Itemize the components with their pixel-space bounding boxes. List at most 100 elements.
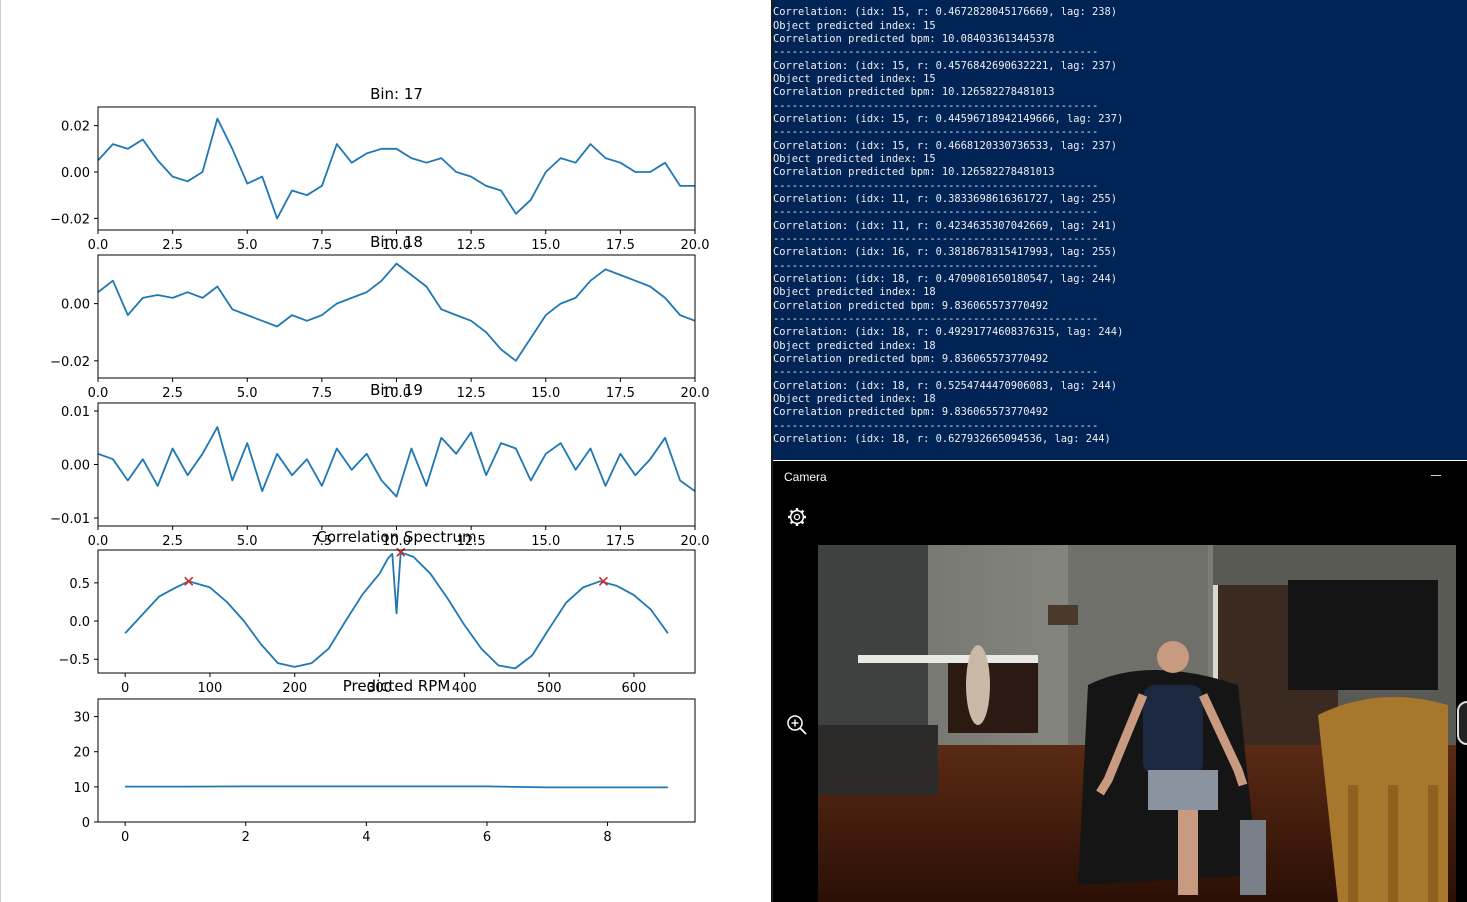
x-tick-label: 10.0 (382, 238, 411, 253)
terminal-line: Correlation predicted bpm: 10.1265822784… (773, 166, 1055, 179)
terminal-window[interactable]: ----------------------------------------… (773, 0, 1467, 460)
axes-frame (97, 549, 696, 674)
terminal-line: ----------------------------------------… (773, 0, 1123, 6)
terminal-line: Correlation predicted bpm: 10.1265822784… (773, 86, 1055, 99)
subplot-title: Bin: 18 (370, 233, 423, 251)
y-tick-label: 10 (73, 781, 90, 796)
matplotlib-figure-window: 0.0 2.5 5.0 7.5 10.0 12.5 15.0 17.5 20.0 0.02 0.00… (0, 0, 710, 902)
terminal-line: ----------------------------------------… (773, 46, 1099, 59)
y-tick-label: 0.02 (61, 120, 90, 135)
window-divider (771, 0, 773, 902)
x-tick-label: 4 (362, 830, 370, 845)
subplot-title: Correlation Spectrum (316, 528, 476, 546)
x-tick-label: 10.0 (382, 386, 411, 401)
terminal-line: Correlation: (idx: 15, r: 0.467282804517… (773, 6, 1118, 19)
terminal-line: ----------------------------------------… (773, 206, 1099, 219)
x-tick-label: 20.0 (681, 534, 710, 549)
terminal-line: Correlation: (idx: 18, r: 0.492917746083… (773, 326, 1124, 339)
subplot-title: Bin: 19 (370, 381, 423, 399)
terminal-line: ----------------------------------------… (773, 366, 1099, 379)
x-tick-label: 20.0 (681, 238, 710, 253)
terminal-line: Correlation: (idx: 15, r: 0.457684269063… (773, 59, 1118, 72)
x-tick-label: 12.5 (457, 534, 486, 549)
minimize-icon[interactable] (1431, 475, 1441, 476)
series-line (97, 117, 695, 220)
x-tick-label: 200 (282, 681, 307, 696)
terminal-line: ----------------------------------------… (773, 232, 1099, 245)
terminal-line: Object predicted index: 15 (773, 72, 936, 85)
terminal-line: ----------------------------------------… (773, 99, 1099, 112)
camera-app-window: Camera (773, 461, 1467, 902)
x-tick-label: 0 (121, 830, 129, 845)
y-tick-label: 0 (82, 816, 90, 831)
x-tick-label: 8 (603, 830, 611, 845)
terminal-line: Correlation predicted bpm: 10.0840336134… (773, 32, 1055, 45)
series-line (97, 262, 696, 362)
terminal-line: Correlation: (idx: 18, r: 0.627932665094… (773, 432, 1111, 445)
camera-preview (818, 545, 1456, 902)
side-handle-icon[interactable] (1457, 701, 1467, 745)
terminal-output: ----------------------------------------… (773, 0, 1123, 446)
camera-window-title: Camera (784, 470, 827, 484)
subplot-title: Predicted RPM (343, 677, 451, 695)
y-tick-label: 20 (73, 746, 90, 761)
x-tick-label: 0 (121, 681, 129, 696)
terminal-line: Correlation: (idx: 18, r: 0.525474447090… (773, 379, 1118, 392)
terminal-line: Correlation predicted bpm: 9.83606557377… (773, 299, 1049, 312)
y-tick-label: 0.00 (61, 459, 90, 474)
axes-frame (97, 106, 696, 231)
x-tick-label: 7.5 (312, 238, 333, 253)
terminal-line: Correlation: (idx: 15, r: 0.445967189421… (773, 112, 1124, 125)
terminal-line: Object predicted index: 18 (773, 286, 936, 299)
zoom-in-icon[interactable] (785, 713, 809, 737)
terminal-line: Object predicted index: 15 (773, 19, 936, 32)
x-tick-label: 5.0 (237, 534, 258, 549)
y-tick-label: −0.5 (58, 653, 90, 668)
terminal-line: ----------------------------------------… (773, 312, 1099, 325)
x-tick-label: 0.0 (88, 238, 109, 253)
y-tick-label: −0.02 (50, 212, 90, 227)
subplot-title: Bin: 17 (370, 85, 423, 103)
x-tick-label: 5.0 (237, 386, 258, 401)
y-tick-label: 0.0 (69, 615, 90, 630)
x-tick-label: 100 (198, 681, 223, 696)
x-tick-label: 400 (452, 681, 477, 696)
series-line (124, 551, 669, 670)
terminal-line: Object predicted index: 18 (773, 339, 936, 352)
terminal-line: Correlation: (idx: 11, r: 0.423463530704… (773, 219, 1118, 232)
terminal-line: Correlation predicted bpm: 9.83606557377… (773, 406, 1049, 419)
x-tick-label: 17.5 (606, 238, 635, 253)
y-tick-label: 30 (73, 711, 90, 726)
terminal-line: Correlation: (idx: 15, r: 0.466812033073… (773, 139, 1118, 152)
x-tick-label: 5.0 (237, 238, 258, 253)
x-tick-label: 17.5 (606, 534, 635, 549)
x-tick-label: 20.0 (681, 386, 710, 401)
terminal-line: ----------------------------------------… (773, 126, 1099, 139)
x-tick-label: 12.5 (457, 238, 486, 253)
series-line (97, 426, 696, 498)
x-tick-label: 0.0 (88, 386, 109, 401)
x-tick-label: 2.5 (162, 386, 183, 401)
x-tick-label: 2 (242, 830, 250, 845)
terminal-line: Correlation: (idx: 16, r: 0.381867831541… (773, 246, 1118, 259)
x-tick-label: 15.0 (531, 386, 560, 401)
x-tick-label: 12.5 (457, 386, 486, 401)
x-tick-label: 0.0 (88, 534, 109, 549)
series-line (125, 785, 668, 789)
terminal-line: ----------------------------------------… (773, 259, 1099, 272)
y-tick-label: 0.00 (61, 298, 90, 313)
figure-canvas: 0.0 2.5 5.0 7.5 10.0 12.5 15.0 17.5 20.00.020.00… (50, 85, 710, 845)
y-tick-label: −0.01 (50, 512, 90, 527)
gear-icon[interactable] (786, 506, 808, 528)
peak-marker (184, 576, 194, 586)
y-tick-label: 0.5 (69, 577, 90, 592)
y-tick-label: 0.01 (61, 405, 90, 420)
terminal-line: ----------------------------------------… (773, 419, 1099, 432)
x-tick-label: 600 (622, 681, 647, 696)
x-tick-label: 7.5 (312, 386, 333, 401)
terminal-line: ----------------------------------------… (773, 179, 1099, 192)
axes-frame (97, 254, 696, 379)
axes-frame (97, 698, 696, 823)
x-tick-label: 15.0 (531, 238, 560, 253)
terminal-line: Correlation predicted bpm: 9.83606557377… (773, 352, 1049, 365)
